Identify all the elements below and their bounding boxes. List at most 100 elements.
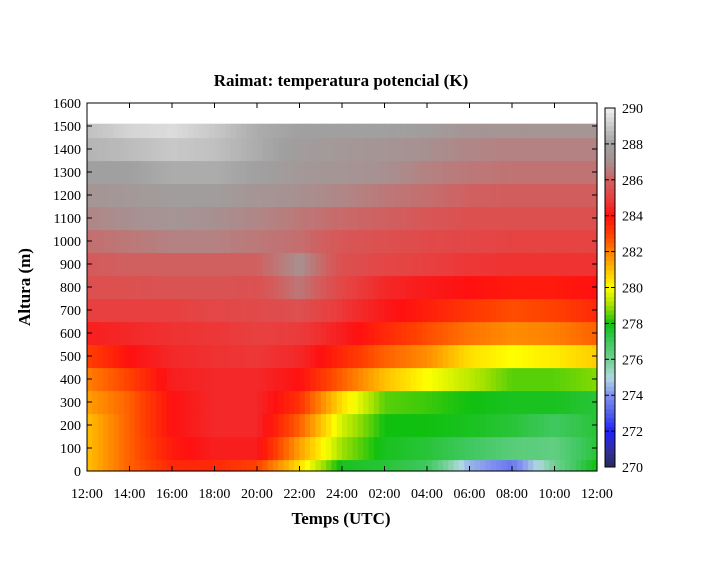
heatmap-cell <box>246 206 253 231</box>
heatmap-cell <box>278 252 285 277</box>
heatmap-cell <box>352 459 359 472</box>
heatmap-cell <box>113 298 120 323</box>
heatmap-cell <box>453 229 460 254</box>
heatmap-cell <box>368 183 375 208</box>
heatmap-cell <box>496 367 502 392</box>
heatmap-cell <box>533 436 540 461</box>
heatmap-cell <box>209 252 216 277</box>
heatmap-cell <box>310 252 317 277</box>
heatmap-cell <box>113 344 120 369</box>
heatmap-cell <box>533 137 540 162</box>
heatmap-cell <box>464 229 471 254</box>
heatmap-cell <box>533 275 540 300</box>
heatmap-cell <box>490 413 497 438</box>
heatmap-cell <box>543 298 550 323</box>
heatmap-cell <box>400 123 407 139</box>
heatmap-cell <box>405 123 412 139</box>
heatmap-cell <box>97 275 104 300</box>
heatmap-cell <box>272 298 279 323</box>
heatmap-cell <box>315 252 322 277</box>
heatmap-cell <box>172 183 178 208</box>
heatmap-cell <box>187 321 194 346</box>
heatmap-cell <box>172 275 178 300</box>
heatmap-cell <box>230 229 237 254</box>
heatmap-cell <box>527 229 534 254</box>
heatmap-cell <box>411 252 417 277</box>
heatmap-cell <box>102 390 109 415</box>
heatmap-cell <box>320 413 327 438</box>
heatmap-cell <box>538 123 545 139</box>
heatmap-cell <box>172 321 178 346</box>
heatmap-cell <box>294 413 301 438</box>
colorbar-segment <box>605 206 615 212</box>
heatmap-cell <box>384 137 391 162</box>
heatmap-cell <box>490 390 497 415</box>
heatmap-cell <box>342 367 348 392</box>
heatmap-cell <box>118 298 125 323</box>
heatmap-cell <box>395 321 402 346</box>
heatmap-cell <box>230 123 237 139</box>
heatmap-cell <box>161 275 168 300</box>
colorbar-segment <box>605 345 615 351</box>
heatmap-cell <box>288 321 295 346</box>
colorbar-segment <box>605 125 615 131</box>
heatmap-cell <box>187 160 194 185</box>
heatmap-cell <box>129 321 136 346</box>
heatmap-cell <box>92 123 99 139</box>
y-tick-label: 700 <box>60 304 81 319</box>
heatmap-cell <box>108 390 115 415</box>
heatmap-cell <box>214 183 221 208</box>
heatmap-cell <box>538 275 545 300</box>
heatmap-cell <box>140 252 147 277</box>
heatmap-cell <box>559 160 566 185</box>
heatmap-cell <box>283 137 290 162</box>
heatmap-cell <box>490 275 497 300</box>
heatmap-cell <box>209 275 216 300</box>
heatmap-cell <box>172 459 178 472</box>
heatmap-cell <box>421 275 428 300</box>
heatmap-cell <box>427 344 433 369</box>
heatmap-cell <box>527 137 534 162</box>
heatmap-cell <box>214 160 221 185</box>
heatmap-cell <box>145 321 152 346</box>
heatmap-cell <box>373 390 380 415</box>
heatmap-cell <box>134 229 141 254</box>
heatmap-cell <box>87 123 93 139</box>
heatmap-cell <box>203 321 210 346</box>
heatmap-cell <box>549 123 556 139</box>
heatmap-cell <box>496 160 502 185</box>
heatmap-cell <box>288 137 295 162</box>
heatmap-cell <box>496 298 502 323</box>
heatmap-cell <box>310 367 317 392</box>
heatmap-cell <box>570 275 577 300</box>
heatmap-cell <box>591 123 598 139</box>
heatmap-cell <box>506 137 513 162</box>
heatmap-cell <box>230 137 237 162</box>
heatmap-cell <box>320 321 327 346</box>
heatmap-cell <box>368 160 375 185</box>
heatmap-cell <box>129 229 136 254</box>
heatmap-cell <box>570 137 577 162</box>
heatmap-cell <box>326 160 332 185</box>
heatmap-cell <box>134 344 141 369</box>
heatmap-cell <box>437 298 444 323</box>
heatmap-cell <box>448 275 455 300</box>
heatmap-cell <box>474 137 481 162</box>
heatmap-cell <box>304 123 311 139</box>
heatmap-cell <box>267 183 274 208</box>
heatmap-cell <box>97 390 104 415</box>
heatmap-cell <box>565 390 572 415</box>
heatmap-cell <box>272 275 279 300</box>
heatmap-cell <box>527 344 534 369</box>
heatmap-cell <box>156 436 162 461</box>
heatmap-cell <box>363 390 370 415</box>
heatmap-cell <box>251 321 258 346</box>
heatmap-cell <box>172 160 178 185</box>
heatmap-cell <box>278 229 285 254</box>
heatmap-cell <box>405 298 412 323</box>
colorbar-segment <box>605 121 615 127</box>
colorbar-segment <box>605 139 615 145</box>
heatmap-cell <box>570 390 577 415</box>
heatmap-cell <box>97 367 104 392</box>
heatmap-cell <box>458 252 465 277</box>
